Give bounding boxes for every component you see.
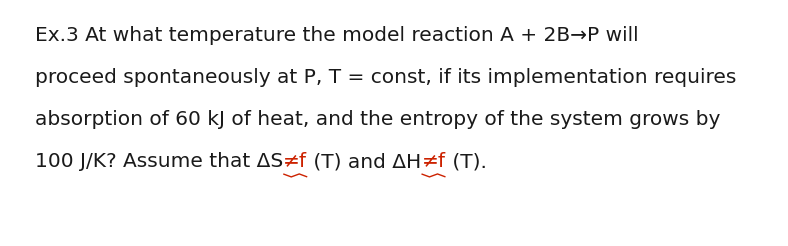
Text: ≠f: ≠f: [283, 152, 307, 171]
Text: (T) and ΔH: (T) and ΔH: [307, 152, 422, 171]
Text: (T).: (T).: [445, 152, 486, 171]
Text: ≠f: ≠f: [422, 152, 445, 171]
Text: absorption of 60 kJ of heat, and the entropy of the system grows by: absorption of 60 kJ of heat, and the ent…: [35, 110, 720, 129]
Text: 100 J/K? Assume that ΔS: 100 J/K? Assume that ΔS: [35, 152, 283, 171]
Text: Ex.3 At what temperature the model reaction A + 2B→P will: Ex.3 At what temperature the model react…: [35, 26, 638, 45]
Text: proceed spontaneously at P, T = const, if its implementation requires: proceed spontaneously at P, T = const, i…: [35, 68, 736, 87]
